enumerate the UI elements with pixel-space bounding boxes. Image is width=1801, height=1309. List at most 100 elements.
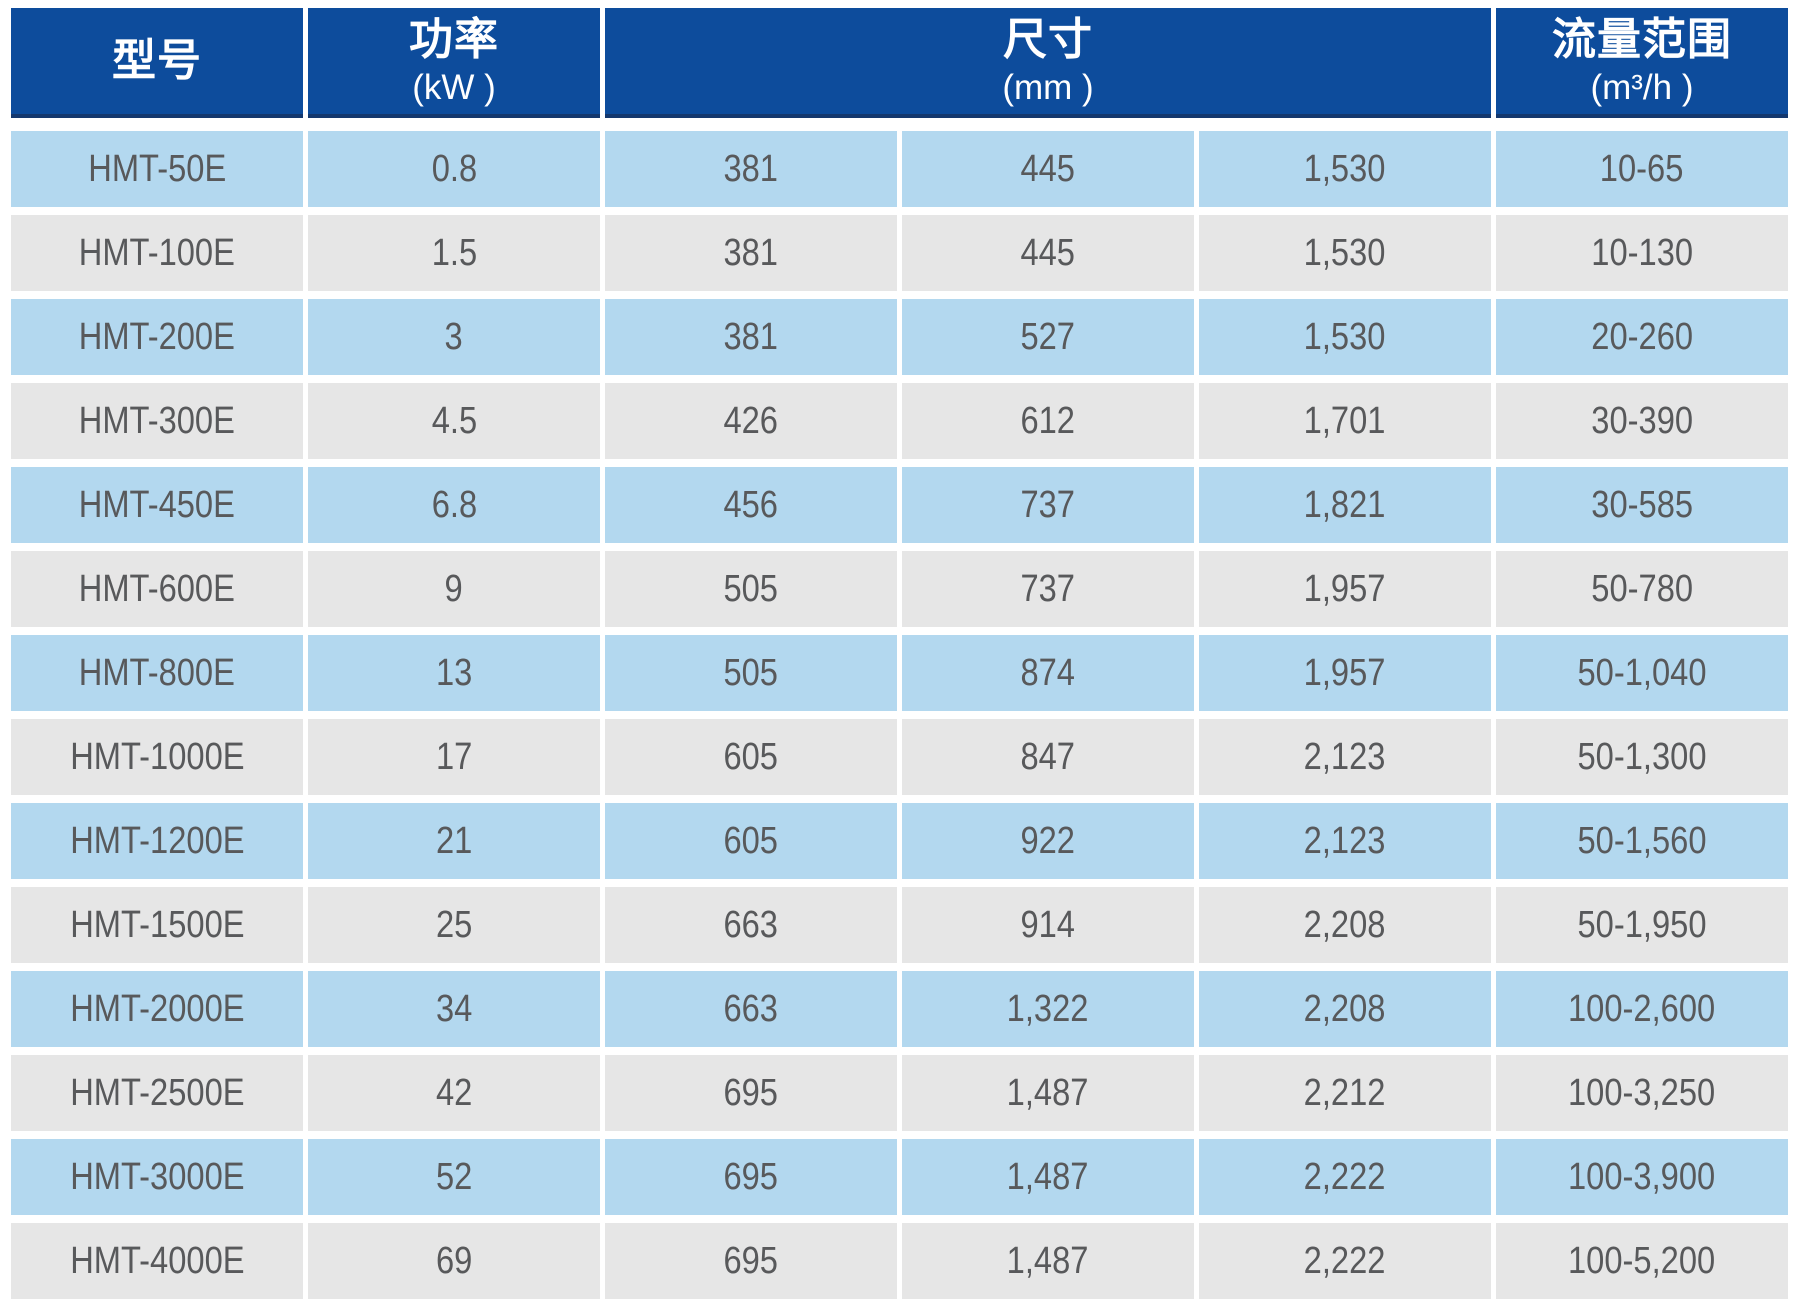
table-row: HMT-2500E 42 695 1,487 2,212 100-3,250 [11, 1055, 1788, 1131]
cell-dim-depth: 737 [902, 551, 1194, 627]
cell-text: 445 [1020, 147, 1076, 190]
cell-power-kw: 25 [308, 887, 600, 963]
cell-model: HMT-800E [11, 635, 303, 711]
cell-dim-width: 505 [605, 551, 897, 627]
cell-model: HMT-200E [11, 299, 303, 375]
cell-text: HMT-1500E [69, 903, 245, 946]
cell-power-kw: 4.5 [308, 383, 600, 459]
cell-dim-width: 605 [605, 803, 897, 879]
cell-dim-depth: 737 [902, 467, 1194, 543]
cell-dim-depth: 445 [902, 131, 1194, 207]
cell-text: 847 [1020, 735, 1076, 778]
header-power-title: 功率 [409, 15, 499, 65]
header-dimensions: 尺寸 (mm ) [605, 8, 1491, 118]
cell-text: HMT-1200E [69, 819, 245, 862]
cell-flow-range: 30-585 [1496, 467, 1788, 543]
cell-text: 50-1,560 [1577, 819, 1707, 862]
cell-text: 69 [435, 1239, 473, 1282]
cell-text: HMT-450E [78, 483, 236, 526]
table-row: HMT-450E 6.8 456 737 1,821 30-585 [11, 467, 1788, 543]
cell-text: HMT-800E [78, 651, 236, 694]
cell-text: 1,701 [1304, 399, 1386, 442]
header-dimensions-unit: (mm ) [1002, 67, 1094, 107]
header-model-title: 型号 [112, 36, 202, 86]
table-header-row: 型号 功率 (kW ) 尺寸 (mm ) 流量范围 (m³/h ) [11, 8, 1788, 118]
table-row: HMT-600E 9 505 737 1,957 50-780 [11, 551, 1788, 627]
cell-text: 100-3,250 [1568, 1071, 1716, 1114]
table-row: HMT-2000E 34 663 1,322 2,208 100-2,600 [11, 971, 1788, 1047]
cell-text: HMT-2500E [69, 1071, 245, 1114]
cell-text: 1,530 [1304, 315, 1386, 358]
cell-dim-depth: 847 [902, 719, 1194, 795]
cell-flow-range: 50-780 [1496, 551, 1788, 627]
cell-dim-height: 2,208 [1199, 971, 1491, 1047]
cell-dim-depth: 445 [902, 215, 1194, 291]
cell-text: 50-1,040 [1577, 651, 1707, 694]
cell-text: 426 [723, 399, 779, 442]
cell-dim-height: 1,957 [1199, 635, 1491, 711]
cell-text: 100-2,600 [1568, 987, 1716, 1030]
cell-text: 1,957 [1304, 651, 1386, 694]
cell-model: HMT-3000E [11, 1139, 303, 1215]
cell-text: 737 [1020, 483, 1076, 526]
cell-dim-depth: 1,487 [902, 1139, 1194, 1215]
table-row: HMT-3000E 52 695 1,487 2,222 100-3,900 [11, 1139, 1788, 1215]
cell-text: 1,487 [1007, 1155, 1089, 1198]
cell-text: 605 [723, 735, 779, 778]
cell-power-kw: 13 [308, 635, 600, 711]
cell-dim-height: 2,123 [1199, 803, 1491, 879]
cell-flow-range: 100-2,600 [1496, 971, 1788, 1047]
cell-dim-height: 1,530 [1199, 131, 1491, 207]
table-row: HMT-1200E 21 605 922 2,123 50-1,560 [11, 803, 1788, 879]
cell-text: 663 [723, 987, 779, 1030]
cell-text: 505 [723, 651, 779, 694]
cell-text: 2,212 [1304, 1071, 1386, 1114]
cell-flow-range: 100-5,200 [1496, 1223, 1788, 1299]
header-dimensions-title: 尺寸 [1003, 15, 1093, 65]
cell-text: 456 [723, 483, 779, 526]
cell-dim-width: 505 [605, 635, 897, 711]
table-row: HMT-300E 4.5 426 612 1,701 30-390 [11, 383, 1788, 459]
cell-text: 17 [435, 735, 473, 778]
cell-flow-range: 50-1,040 [1496, 635, 1788, 711]
header-flow-range: 流量范围 (m³/h ) [1496, 8, 1788, 118]
cell-text: 9 [444, 567, 464, 610]
cell-text: 20-260 [1591, 315, 1693, 358]
cell-text: 922 [1020, 819, 1076, 862]
cell-text: 2,222 [1304, 1155, 1386, 1198]
cell-dim-width: 426 [605, 383, 897, 459]
cell-text: 527 [1020, 315, 1076, 358]
cell-power-kw: 6.8 [308, 467, 600, 543]
cell-text: 1,821 [1304, 483, 1386, 526]
cell-model: HMT-450E [11, 467, 303, 543]
cell-text: 737 [1020, 567, 1076, 610]
spec-table: 型号 功率 (kW ) 尺寸 (mm ) 流量范围 (m³/h ) HMT-50… [11, 8, 1788, 1307]
cell-flow-range: 100-3,250 [1496, 1055, 1788, 1131]
cell-dim-depth: 874 [902, 635, 1194, 711]
table-row: HMT-1000E 17 605 847 2,123 50-1,300 [11, 719, 1788, 795]
cell-text: 505 [723, 567, 779, 610]
cell-text: HMT-50E [87, 147, 227, 190]
cell-text: 1,530 [1304, 231, 1386, 274]
table-row: HMT-200E 3 381 527 1,530 20-260 [11, 299, 1788, 375]
cell-text: 1.5 [431, 231, 477, 274]
cell-text: HMT-3000E [69, 1155, 245, 1198]
cell-power-kw: 42 [308, 1055, 600, 1131]
cell-text: HMT-2000E [69, 987, 245, 1030]
cell-dim-width: 381 [605, 299, 897, 375]
cell-text: 30-585 [1591, 483, 1693, 526]
header-power-unit: (kW ) [412, 67, 496, 107]
cell-dim-width: 695 [605, 1223, 897, 1299]
cell-text: 1,487 [1007, 1071, 1089, 1114]
cell-dim-width: 663 [605, 971, 897, 1047]
cell-text: 2,208 [1304, 903, 1386, 946]
cell-text: HMT-200E [78, 315, 236, 358]
cell-text: HMT-1000E [69, 735, 245, 778]
cell-power-kw: 1.5 [308, 215, 600, 291]
cell-model: HMT-2500E [11, 1055, 303, 1131]
cell-text: 50-1,300 [1577, 735, 1707, 778]
cell-power-kw: 52 [308, 1139, 600, 1215]
cell-text: 2,123 [1304, 735, 1386, 778]
cell-dim-height: 1,530 [1199, 215, 1491, 291]
cell-flow-range: 20-260 [1496, 299, 1788, 375]
